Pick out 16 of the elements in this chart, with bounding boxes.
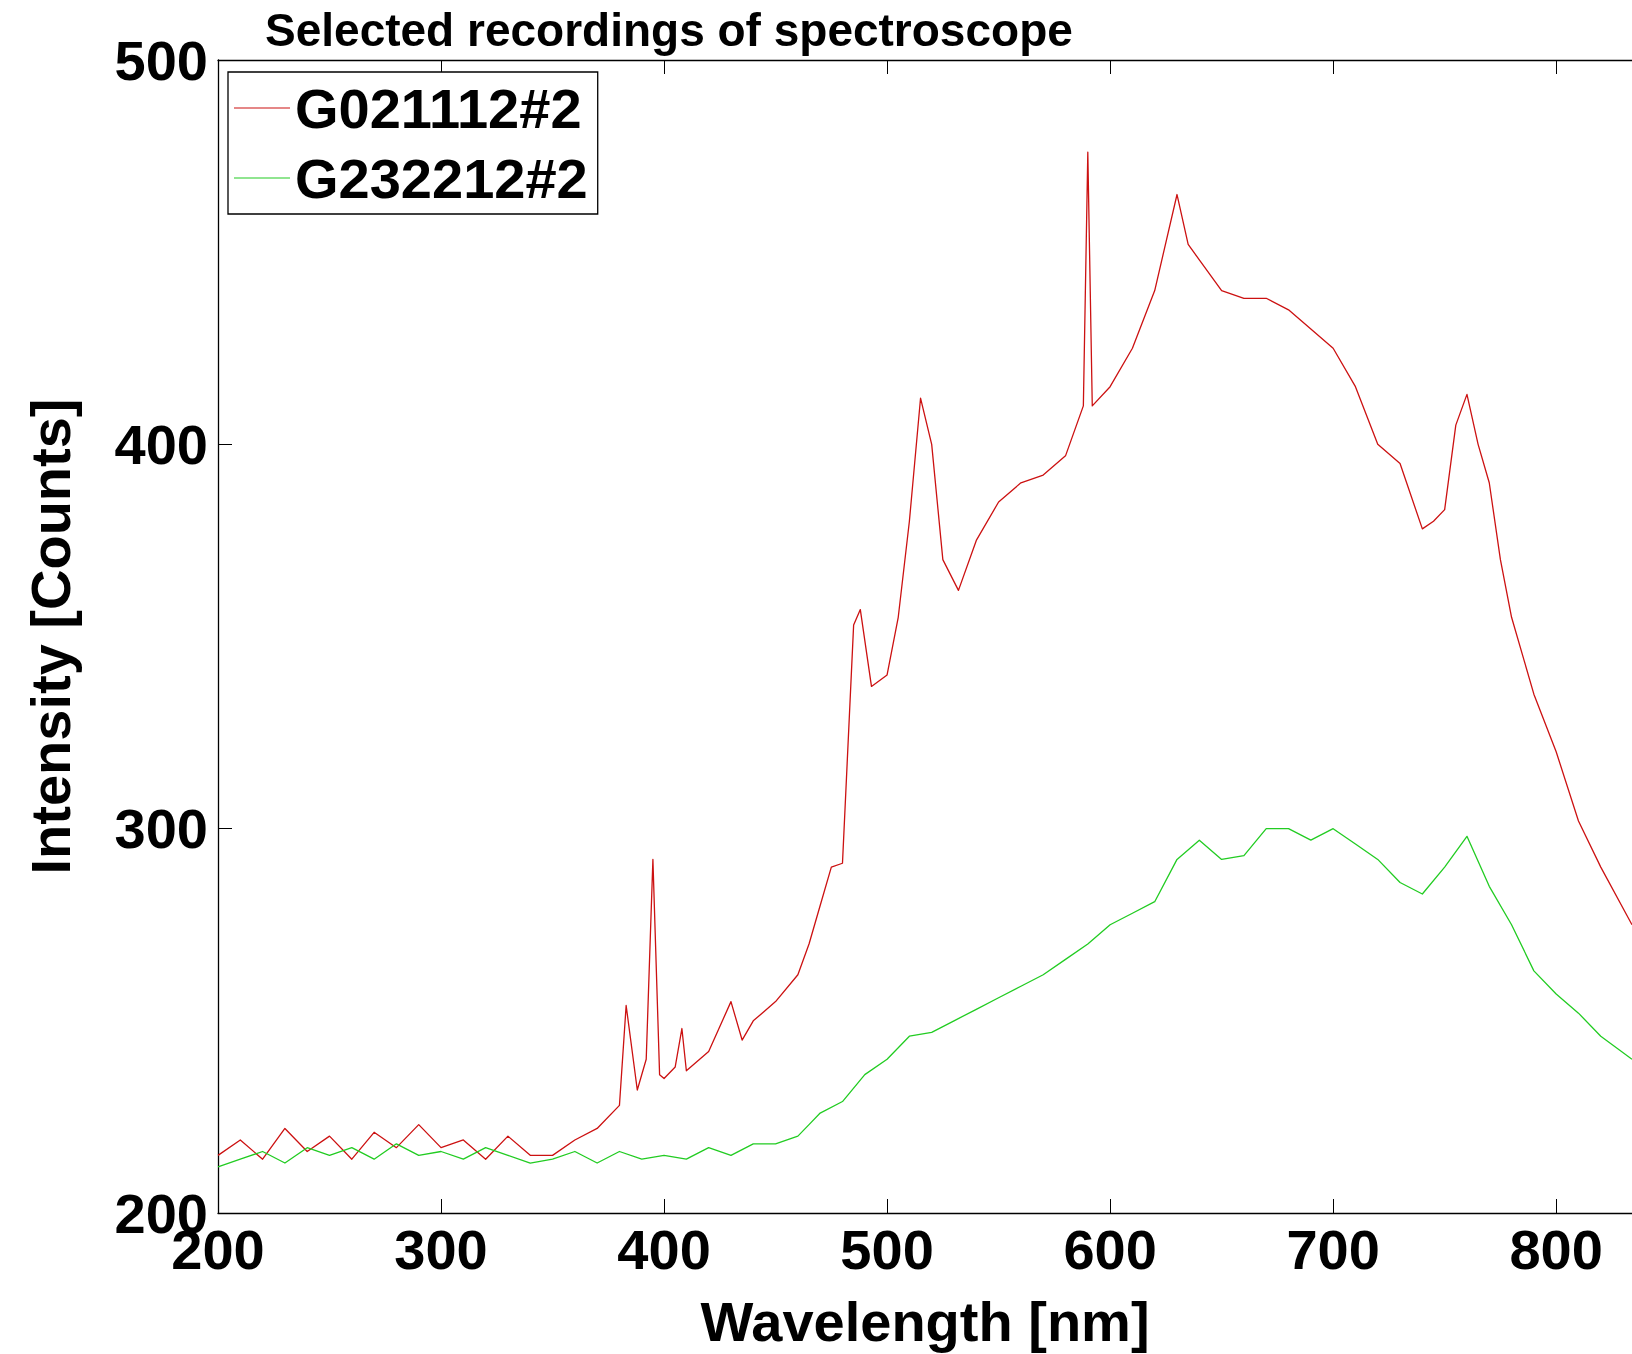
chart-title: Selected recordings of spectroscope (265, 4, 1073, 56)
y-tick-label: 400 (114, 412, 208, 476)
line-series (217, 828, 1632, 1168)
line-series (217, 151, 1632, 1160)
x-tick-label: 800 (1509, 1217, 1603, 1281)
y-tick-label: 500 (114, 28, 208, 92)
x-tick-label: 500 (840, 1217, 934, 1281)
x-tick-label: 700 (1286, 1217, 1380, 1281)
x-axis-title: Wavelength [nm] (700, 1289, 1150, 1353)
x-tick-label: 600 (1063, 1217, 1157, 1281)
legend-label: G232212#2 (295, 146, 588, 210)
y-axis-title: Intensity [Counts] (18, 398, 82, 875)
x-tick-label: 300 (394, 1217, 488, 1281)
x-tick-label: 400 (617, 1217, 711, 1281)
legend-label: G021112#2 (295, 76, 582, 140)
y-tick-label: 300 (114, 797, 208, 861)
